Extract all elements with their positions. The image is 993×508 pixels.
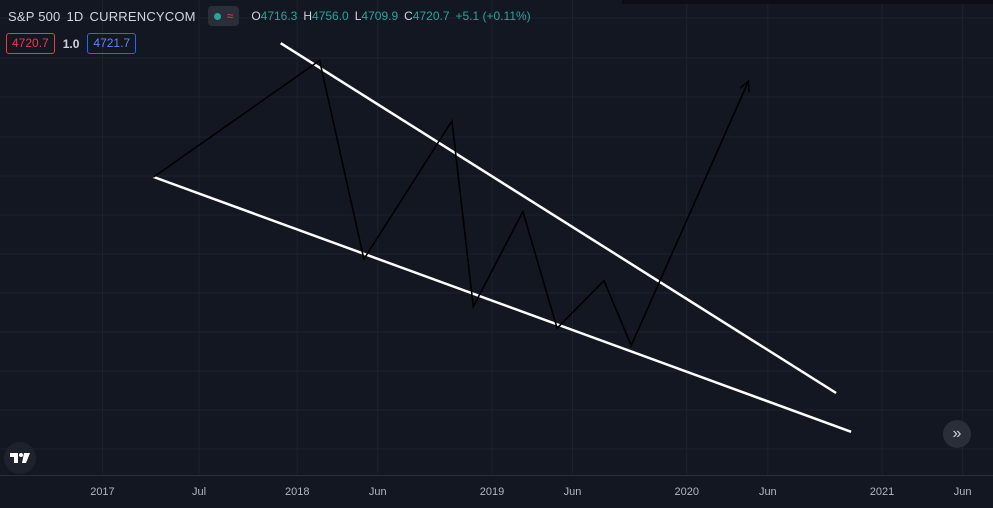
trendline-1[interactable] xyxy=(280,42,837,395)
zigzag-path[interactable] xyxy=(153,59,748,348)
legend-interval[interactable]: 1D xyxy=(66,8,84,24)
open-value: 4716.3 xyxy=(260,9,298,23)
chart-area[interactable] xyxy=(0,0,993,475)
time-tick-label: 2017 xyxy=(90,486,115,498)
ohlc-values: O4716.3 H4756.0 L4709.9 C4720.7 +5.1 (+0… xyxy=(251,9,530,23)
legend-symbol[interactable]: S&P 500 xyxy=(8,8,61,24)
grid xyxy=(0,0,993,475)
open-key: O xyxy=(251,9,261,23)
market-status-pill[interactable]: ≈ xyxy=(207,6,240,26)
top-right-panel xyxy=(622,0,993,4)
time-tick-label: 2020 xyxy=(674,486,699,498)
time-tick-label: 2021 xyxy=(869,486,895,498)
time-tick-label: Jun xyxy=(758,486,777,498)
spread-value: 1.0 xyxy=(62,36,80,51)
high-value: 4756.0 xyxy=(312,9,349,23)
data-delay-icon: ≈ xyxy=(226,9,234,23)
trade-prices: 4720.7 1.0 4721.7 xyxy=(6,33,137,54)
time-tick-label: 2018 xyxy=(284,486,310,498)
close-value: 4720.7 xyxy=(412,9,450,23)
tradingview-logo-icon[interactable] xyxy=(4,442,36,474)
low-key: L xyxy=(354,9,362,23)
time-tick-label: Jul xyxy=(191,486,207,498)
time-tick-label: Jun xyxy=(368,486,387,498)
time-axis[interactable]: 2017 Jul 2018 Jun 2019 Jun 2020 Jun 2021 Jun xyxy=(0,475,993,508)
close-key: C xyxy=(404,9,413,23)
time-tick-label: Jun xyxy=(563,486,582,498)
change-value: +5.1 (+0.11%) xyxy=(455,9,531,23)
legend-source[interactable]: CURRENCYCOM xyxy=(89,8,196,24)
high-key: H xyxy=(303,9,313,23)
low-value: 4709.9 xyxy=(361,9,399,23)
market-open-dot-icon xyxy=(213,12,221,20)
time-tick-label: Jun xyxy=(953,486,972,498)
time-tick-label: 2019 xyxy=(479,486,505,498)
double-chevron-right-icon: » xyxy=(952,425,962,442)
trendline-2[interactable] xyxy=(153,175,852,433)
price-chart[interactable] xyxy=(0,0,993,475)
sell-price-button[interactable]: 4720.7 xyxy=(6,33,55,54)
buy-price-button[interactable]: 4721.7 xyxy=(87,33,137,54)
chart-legend: S&P 500 1D CURRENCYCOM ≈ O4716.3 H4756.0… xyxy=(8,6,531,26)
scroll-to-realtime-button[interactable]: » xyxy=(943,420,971,448)
tradingview-logo-glyph xyxy=(10,453,30,463)
drawings[interactable] xyxy=(153,42,852,433)
